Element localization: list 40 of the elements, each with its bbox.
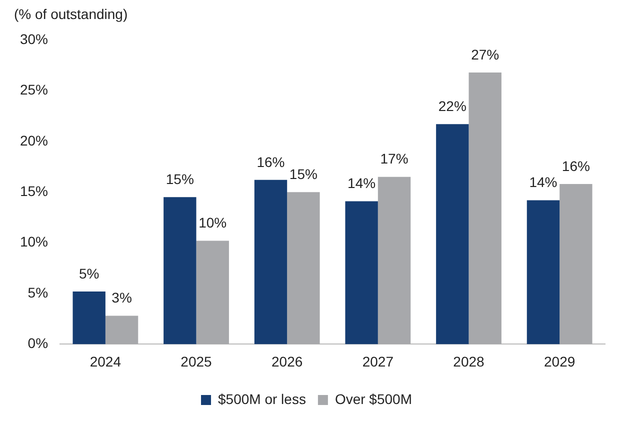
x-tick-label: 2028 [453,353,485,370]
bar [345,201,378,344]
data-label: 16% [256,154,285,170]
data-label: 14% [348,175,376,192]
bar [436,124,469,344]
data-label: 17% [380,150,408,167]
bar [196,240,229,344]
data-label: 3% [112,290,132,306]
x-tick-label: 2027 [362,353,394,370]
bar [287,192,320,344]
data-label: 16% [562,158,590,174]
bar [560,184,592,344]
data-label: 5% [78,265,100,282]
bar [254,180,288,344]
y-tick-label: 5% [28,284,48,300]
data-label: 15% [166,171,194,188]
data-label: 22% [438,98,466,114]
data-label: 14% [529,174,558,190]
x-tick-label: 2029 [544,353,576,370]
x-tick-label: 2026 [272,353,303,370]
x-tick-label: 2024 [90,353,122,370]
y-tick-label: 15% [20,182,48,199]
bar [526,200,560,344]
y-tick-label: 25% [20,82,48,98]
y-axis-title: (% of outstanding) [14,6,128,22]
bar [378,176,411,344]
bar [105,316,138,344]
x-tick-label: 2025 [180,353,212,370]
legend-label: $500M or less [218,390,306,407]
legend-label: Over $500M [334,390,412,407]
y-tick-label: 10% [20,234,48,250]
y-tick-label: 30% [20,30,48,47]
y-tick-label: 0% [28,335,48,352]
data-label: 27% [471,46,500,62]
bar [72,291,106,344]
data-label: 10% [198,214,227,231]
data-label: 15% [289,166,318,182]
bar [164,197,196,344]
y-tick-label: 20% [20,132,48,148]
bar [468,72,502,344]
